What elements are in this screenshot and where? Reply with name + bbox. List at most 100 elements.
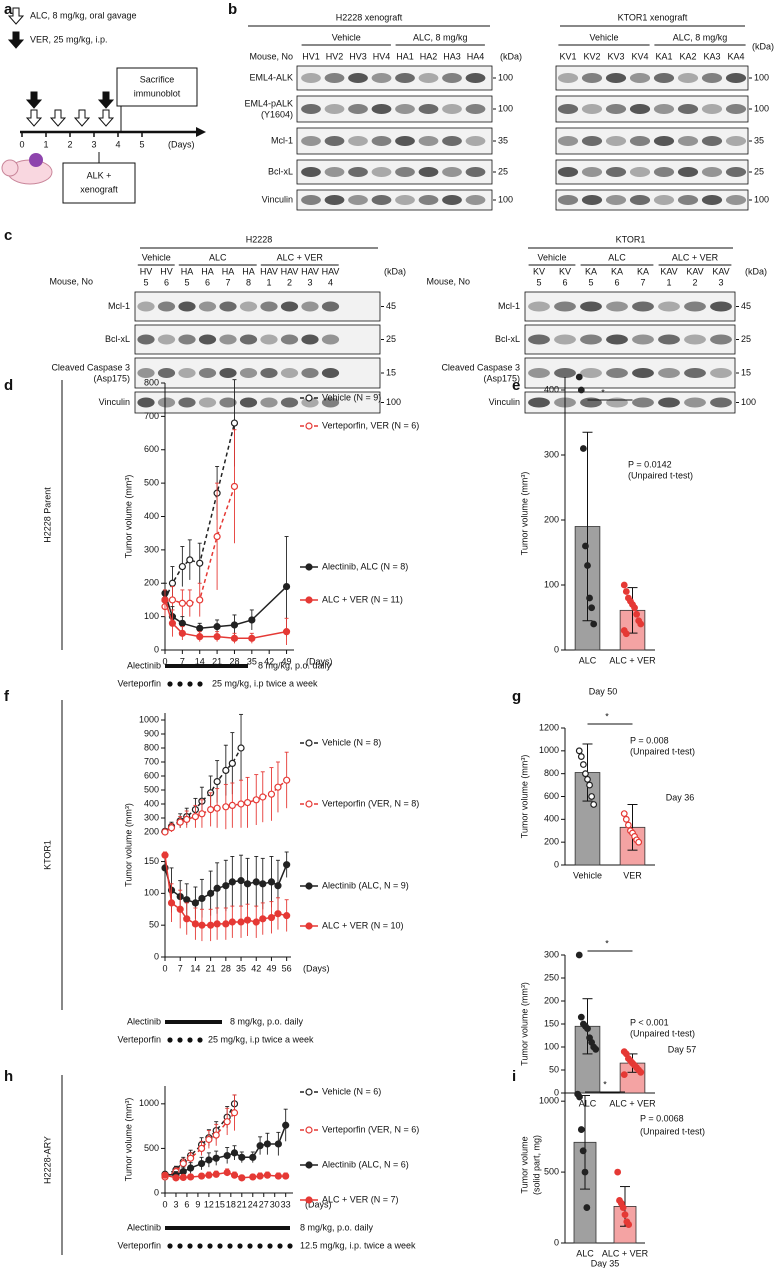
x-tick-label: 27 (259, 1199, 269, 1209)
data-point (172, 1174, 180, 1182)
lane-label: KA (637, 266, 649, 276)
band (442, 73, 462, 83)
y-tick-label: 150 (544, 1018, 559, 1028)
panel-letter: h (4, 1068, 13, 1085)
lane-label: KA1 (655, 51, 672, 61)
data-point (228, 918, 236, 926)
treatment-name: Verteporfin (117, 678, 161, 688)
band (725, 167, 747, 177)
band (324, 195, 345, 205)
lane-label: 7 (225, 277, 230, 287)
lane-label: HA (181, 266, 194, 276)
data-point (196, 624, 204, 632)
dosing-dot (187, 681, 193, 687)
legend-label: Alectinib (ALC, N = 6) (322, 1159, 409, 1169)
band (178, 397, 196, 408)
data-point (586, 594, 593, 602)
series-line (164, 747, 242, 832)
kda-label: (kDa) (500, 51, 522, 61)
y-tick-label: 200 (544, 837, 559, 847)
y-tick-label: 600 (144, 770, 159, 780)
data-point (223, 1118, 231, 1126)
alc-arrow (7, 7, 25, 25)
band (581, 167, 603, 177)
band (301, 301, 319, 312)
data-point (588, 604, 596, 612)
lane-label: HV1 (302, 51, 320, 61)
data-point (161, 1171, 169, 1179)
alc-arrow (97, 109, 115, 127)
data-point (252, 796, 260, 804)
band (701, 136, 723, 146)
band (321, 301, 340, 312)
annotation: Day 35 (591, 1258, 620, 1268)
band (658, 301, 680, 312)
band (239, 301, 258, 312)
lane-label: HA (242, 266, 255, 276)
lane-label: 5 (588, 277, 593, 287)
lane-label: HA1 (396, 51, 414, 61)
data-point (196, 559, 204, 567)
band (301, 167, 321, 177)
data-point (575, 951, 583, 959)
y-tick-label: 800 (544, 768, 559, 778)
data-point (191, 899, 200, 907)
annotation: P = 0.008 (630, 735, 669, 745)
data-point (237, 800, 245, 808)
y-tick-label: 200 (544, 995, 559, 1005)
band (653, 195, 675, 205)
band (632, 301, 654, 312)
legend-marker (305, 800, 313, 808)
data-point (196, 596, 204, 604)
band (677, 195, 699, 205)
band (557, 167, 579, 177)
panel-letter: f (4, 688, 10, 705)
group-label: Vehicle (332, 32, 361, 42)
legend-text: ALC, 8 mg/kg, oral gavage (30, 10, 137, 20)
x-tick-label: 0 (162, 656, 167, 666)
lane-label: KA2 (679, 51, 696, 61)
data-point (586, 781, 593, 789)
band (465, 167, 486, 177)
y-tick-label: 200 (544, 514, 559, 524)
band (324, 136, 345, 146)
y-tick-label: 400 (544, 814, 559, 824)
annotation: Day 57 (668, 1044, 697, 1054)
data-point (167, 824, 176, 832)
data-point (637, 1068, 645, 1076)
band (528, 334, 550, 345)
data-point (191, 812, 200, 821)
band (395, 104, 415, 114)
data-point (230, 1171, 239, 1179)
data-point (212, 1154, 220, 1162)
y-tick-label: 200 (144, 578, 159, 588)
band (280, 368, 299, 378)
x-tick-label: 3 (173, 1199, 178, 1209)
dosing-dot (247, 1243, 253, 1249)
data-point (267, 790, 276, 798)
band (157, 334, 176, 345)
data-point (176, 905, 184, 913)
band (348, 167, 368, 177)
y-axis-label: (solid part, mg) (531, 1135, 541, 1195)
band (701, 167, 723, 177)
data-point (223, 1168, 231, 1177)
band (157, 397, 176, 408)
data-point (207, 889, 215, 897)
band (606, 397, 628, 408)
dosing-dot (277, 1243, 283, 1249)
data-point (577, 1013, 585, 1021)
row-label: EML4-ALK (249, 72, 293, 82)
legend-marker (305, 739, 313, 747)
legend-marker (305, 1088, 313, 1096)
data-point (263, 1140, 271, 1148)
band (465, 104, 486, 114)
lane-label: HA2 (420, 51, 438, 61)
y-axis-label: Tumor volume (519, 1136, 529, 1193)
band (606, 334, 628, 345)
legend-text: VER, 25 mg/kg, i.p. (30, 34, 108, 44)
x-tick-label: 6 (184, 1199, 189, 1209)
band (606, 368, 628, 378)
data-point (579, 761, 587, 768)
data-point (183, 896, 191, 904)
